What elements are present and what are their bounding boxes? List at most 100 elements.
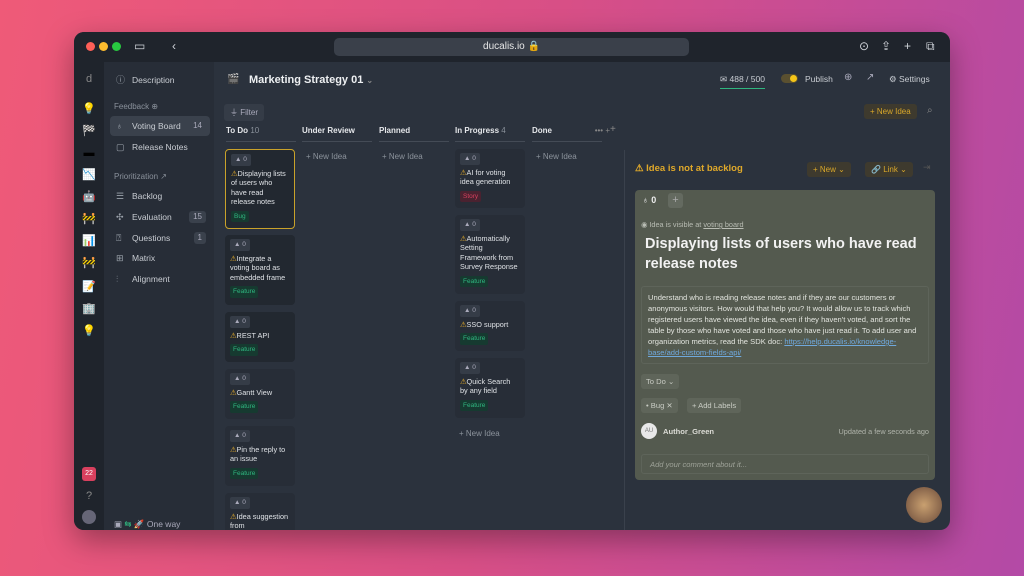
- collapse-panel-icon[interactable]: ⇥: [923, 162, 931, 172]
- comment-input[interactable]: Add your comment about it...: [641, 454, 929, 474]
- globe-icon[interactable]: ⊕: [844, 72, 853, 83]
- sidebar-toggle-icon[interactable]: ▭: [134, 39, 146, 53]
- chat-widget-avatar[interactable]: [906, 487, 942, 523]
- add-labels-button[interactable]: + Add Labels: [687, 398, 742, 413]
- external-link-icon[interactable]: ↗: [866, 72, 875, 83]
- column-header-done[interactable]: Done ••• +: [532, 126, 610, 142]
- new-idea-under-review[interactable]: + New Idea: [306, 152, 347, 161]
- idea-card[interactable]: ▲ 0 ⚠SSO support Feature: [455, 301, 525, 351]
- column-header-under-review[interactable]: Under Review: [302, 126, 372, 142]
- author-name: Author_Green: [663, 427, 715, 436]
- idea-card[interactable]: ▲ 0 ⚠Quick Search by any field Feature: [455, 358, 525, 418]
- remove-label-icon[interactable]: ✕: [666, 401, 673, 410]
- board-icon[interactable]: 🤖: [82, 191, 96, 203]
- email-quota[interactable]: ✉ 488 / 500: [720, 74, 765, 89]
- back-icon[interactable]: ‹: [172, 39, 176, 53]
- new-idea-in-progress[interactable]: + New Idea: [459, 429, 500, 438]
- gear-icon: ⚙: [889, 74, 897, 84]
- board-icon[interactable]: 🚧: [82, 213, 96, 225]
- sidebar-item-backlog[interactable]: ☰ Backlog: [110, 186, 210, 206]
- tabs-icon[interactable]: ⧉: [926, 39, 935, 53]
- column-menu-icon[interactable]: ••• +: [594, 126, 610, 135]
- minimize-window-button[interactable]: [99, 42, 108, 51]
- publish-label[interactable]: Publish: [805, 74, 833, 84]
- column-header-planned[interactable]: Planned: [379, 126, 449, 142]
- voting-board-link[interactable]: voting board: [703, 220, 744, 229]
- sidebar-item-description[interactable]: ⓘ Description: [110, 70, 210, 90]
- user-avatar[interactable]: [82, 510, 96, 524]
- vote-counter[interactable]: ♁ 0: [642, 195, 657, 205]
- sidebar-item-questions[interactable]: ⍰ Questions 1: [110, 228, 210, 248]
- download-icon[interactable]: ⊙: [859, 39, 870, 53]
- idea-card[interactable]: ▲ 0 ⚠Displaying lists of users who have r…: [225, 149, 295, 229]
- tag-label: Feature: [460, 399, 489, 411]
- idea-card[interactable]: ▲ 0 ⚠Pin the reply to an issue Feature: [225, 426, 295, 486]
- chevron-down-icon: ⌄: [366, 76, 374, 85]
- vote-count[interactable]: ▲ 0: [230, 373, 250, 385]
- sidebar-item-release-notes[interactable]: ▢ Release Notes: [110, 137, 210, 157]
- idea-description[interactable]: Understand who is reading release notes …: [641, 286, 929, 364]
- column-header-in-progress[interactable]: In Progress 4: [455, 126, 525, 142]
- new-idea-done[interactable]: + New Idea: [536, 152, 577, 161]
- idea-title[interactable]: Displaying lists of users who have read …: [645, 236, 917, 272]
- rocket-icon: 🚀: [133, 519, 145, 529]
- idea-card[interactable]: ▲ 0 ⚠AI for voting idea generation Story: [455, 149, 525, 208]
- board-icon[interactable]: 🏁: [82, 125, 96, 137]
- add-vote-button[interactable]: +: [668, 193, 683, 208]
- chart-icon[interactable]: 📉: [82, 169, 96, 181]
- footer-mode[interactable]: ▣ ⇆ 🚀 One way: [114, 519, 181, 529]
- publish-toggle[interactable]: [781, 74, 798, 83]
- label-chip-bug[interactable]: • Bug ✕: [641, 398, 678, 413]
- sidebar-item-alignment[interactable]: ⫶ Alignment: [110, 269, 210, 289]
- share-icon[interactable]: ⇪: [881, 39, 892, 53]
- column-header-to-do[interactable]: To Do 10: [226, 126, 296, 142]
- board-icon[interactable]: 📝: [82, 281, 96, 293]
- idea-card[interactable]: ▲ 0 ⚠Integrate a voting board as embedded…: [225, 235, 295, 305]
- help-icon[interactable]: ?: [85, 490, 93, 502]
- idea-card[interactable]: ▲ 0 ⚠Automatically Setting Framework from…: [455, 215, 525, 294]
- vote-count[interactable]: ▲ 0: [230, 239, 250, 251]
- tag-label: Feature: [230, 286, 259, 298]
- status-dropdown[interactable]: To Do ⌄: [641, 374, 680, 389]
- warning-icon: ⚠: [230, 387, 237, 397]
- address-bar[interactable]: ducalis.io 🔒: [334, 38, 689, 56]
- filter-button[interactable]: ⏚ Filter: [224, 104, 265, 121]
- sidebar-item-evaluation[interactable]: ✣ Evaluation 15: [110, 207, 210, 227]
- maximize-window-button[interactable]: [112, 42, 121, 51]
- search-icon[interactable]: ⌕: [927, 105, 933, 116]
- vote-count[interactable]: ▲ 0: [230, 316, 250, 328]
- add-column-icon[interactable]: +: [610, 124, 616, 135]
- bulb-icon[interactable]: 💡: [82, 325, 96, 337]
- info-icon: ⓘ: [116, 75, 126, 85]
- sdk-doc-link[interactable]: https://help.ducalis.io/knowledge-base/a…: [648, 337, 897, 357]
- vote-count[interactable]: ▲ 0: [460, 305, 480, 317]
- new-dropdown-button[interactable]: + New ⌄: [807, 162, 851, 177]
- sidebar-item-matrix[interactable]: ⊞ Matrix: [110, 248, 210, 268]
- warning-icon: ⚠: [635, 163, 644, 174]
- link-dropdown-button[interactable]: 🔗 Link ⌄: [865, 162, 913, 177]
- vote-count[interactable]: ▲ 0: [230, 497, 250, 509]
- board-icon[interactable]: 🚧: [82, 257, 96, 269]
- page-title[interactable]: Marketing Strategy 01 ⌄: [249, 74, 374, 86]
- idea-card[interactable]: ▲ 0 ⚠Idea suggestion from: [225, 493, 295, 530]
- vote-count[interactable]: ▲ 0: [230, 430, 250, 442]
- settings-button[interactable]: ⚙ Settings: [889, 74, 930, 84]
- close-window-button[interactable]: [86, 42, 95, 51]
- bulb-icon[interactable]: 💡: [82, 103, 96, 115]
- board-icon[interactable]: ▬: [83, 147, 95, 159]
- board-icon[interactable]: 🏢: [82, 303, 96, 315]
- chart-icon[interactable]: 📊: [82, 235, 96, 247]
- sidebar-item-voting-board[interactable]: ♁ Voting Board 14: [110, 116, 210, 136]
- notifications-badge[interactable]: 22: [82, 467, 96, 481]
- new-idea-button[interactable]: + New Idea: [864, 104, 917, 119]
- new-idea-planned[interactable]: + New Idea: [382, 152, 423, 161]
- vote-count[interactable]: ▲ 0: [460, 219, 480, 231]
- vote-count[interactable]: ▲ 0: [460, 362, 480, 374]
- idea-card[interactable]: ▲ 0 ⚠Gantt View Feature: [225, 369, 295, 419]
- idea-card[interactable]: ▲ 0 ⚠REST API Feature: [225, 312, 295, 362]
- logo-icon[interactable]: d: [85, 73, 93, 85]
- vote-count[interactable]: ▲ 0: [231, 154, 251, 166]
- new-tab-icon[interactable]: +: [904, 39, 912, 53]
- bulb-icon: ♁: [642, 195, 649, 205]
- vote-count[interactable]: ▲ 0: [460, 153, 480, 165]
